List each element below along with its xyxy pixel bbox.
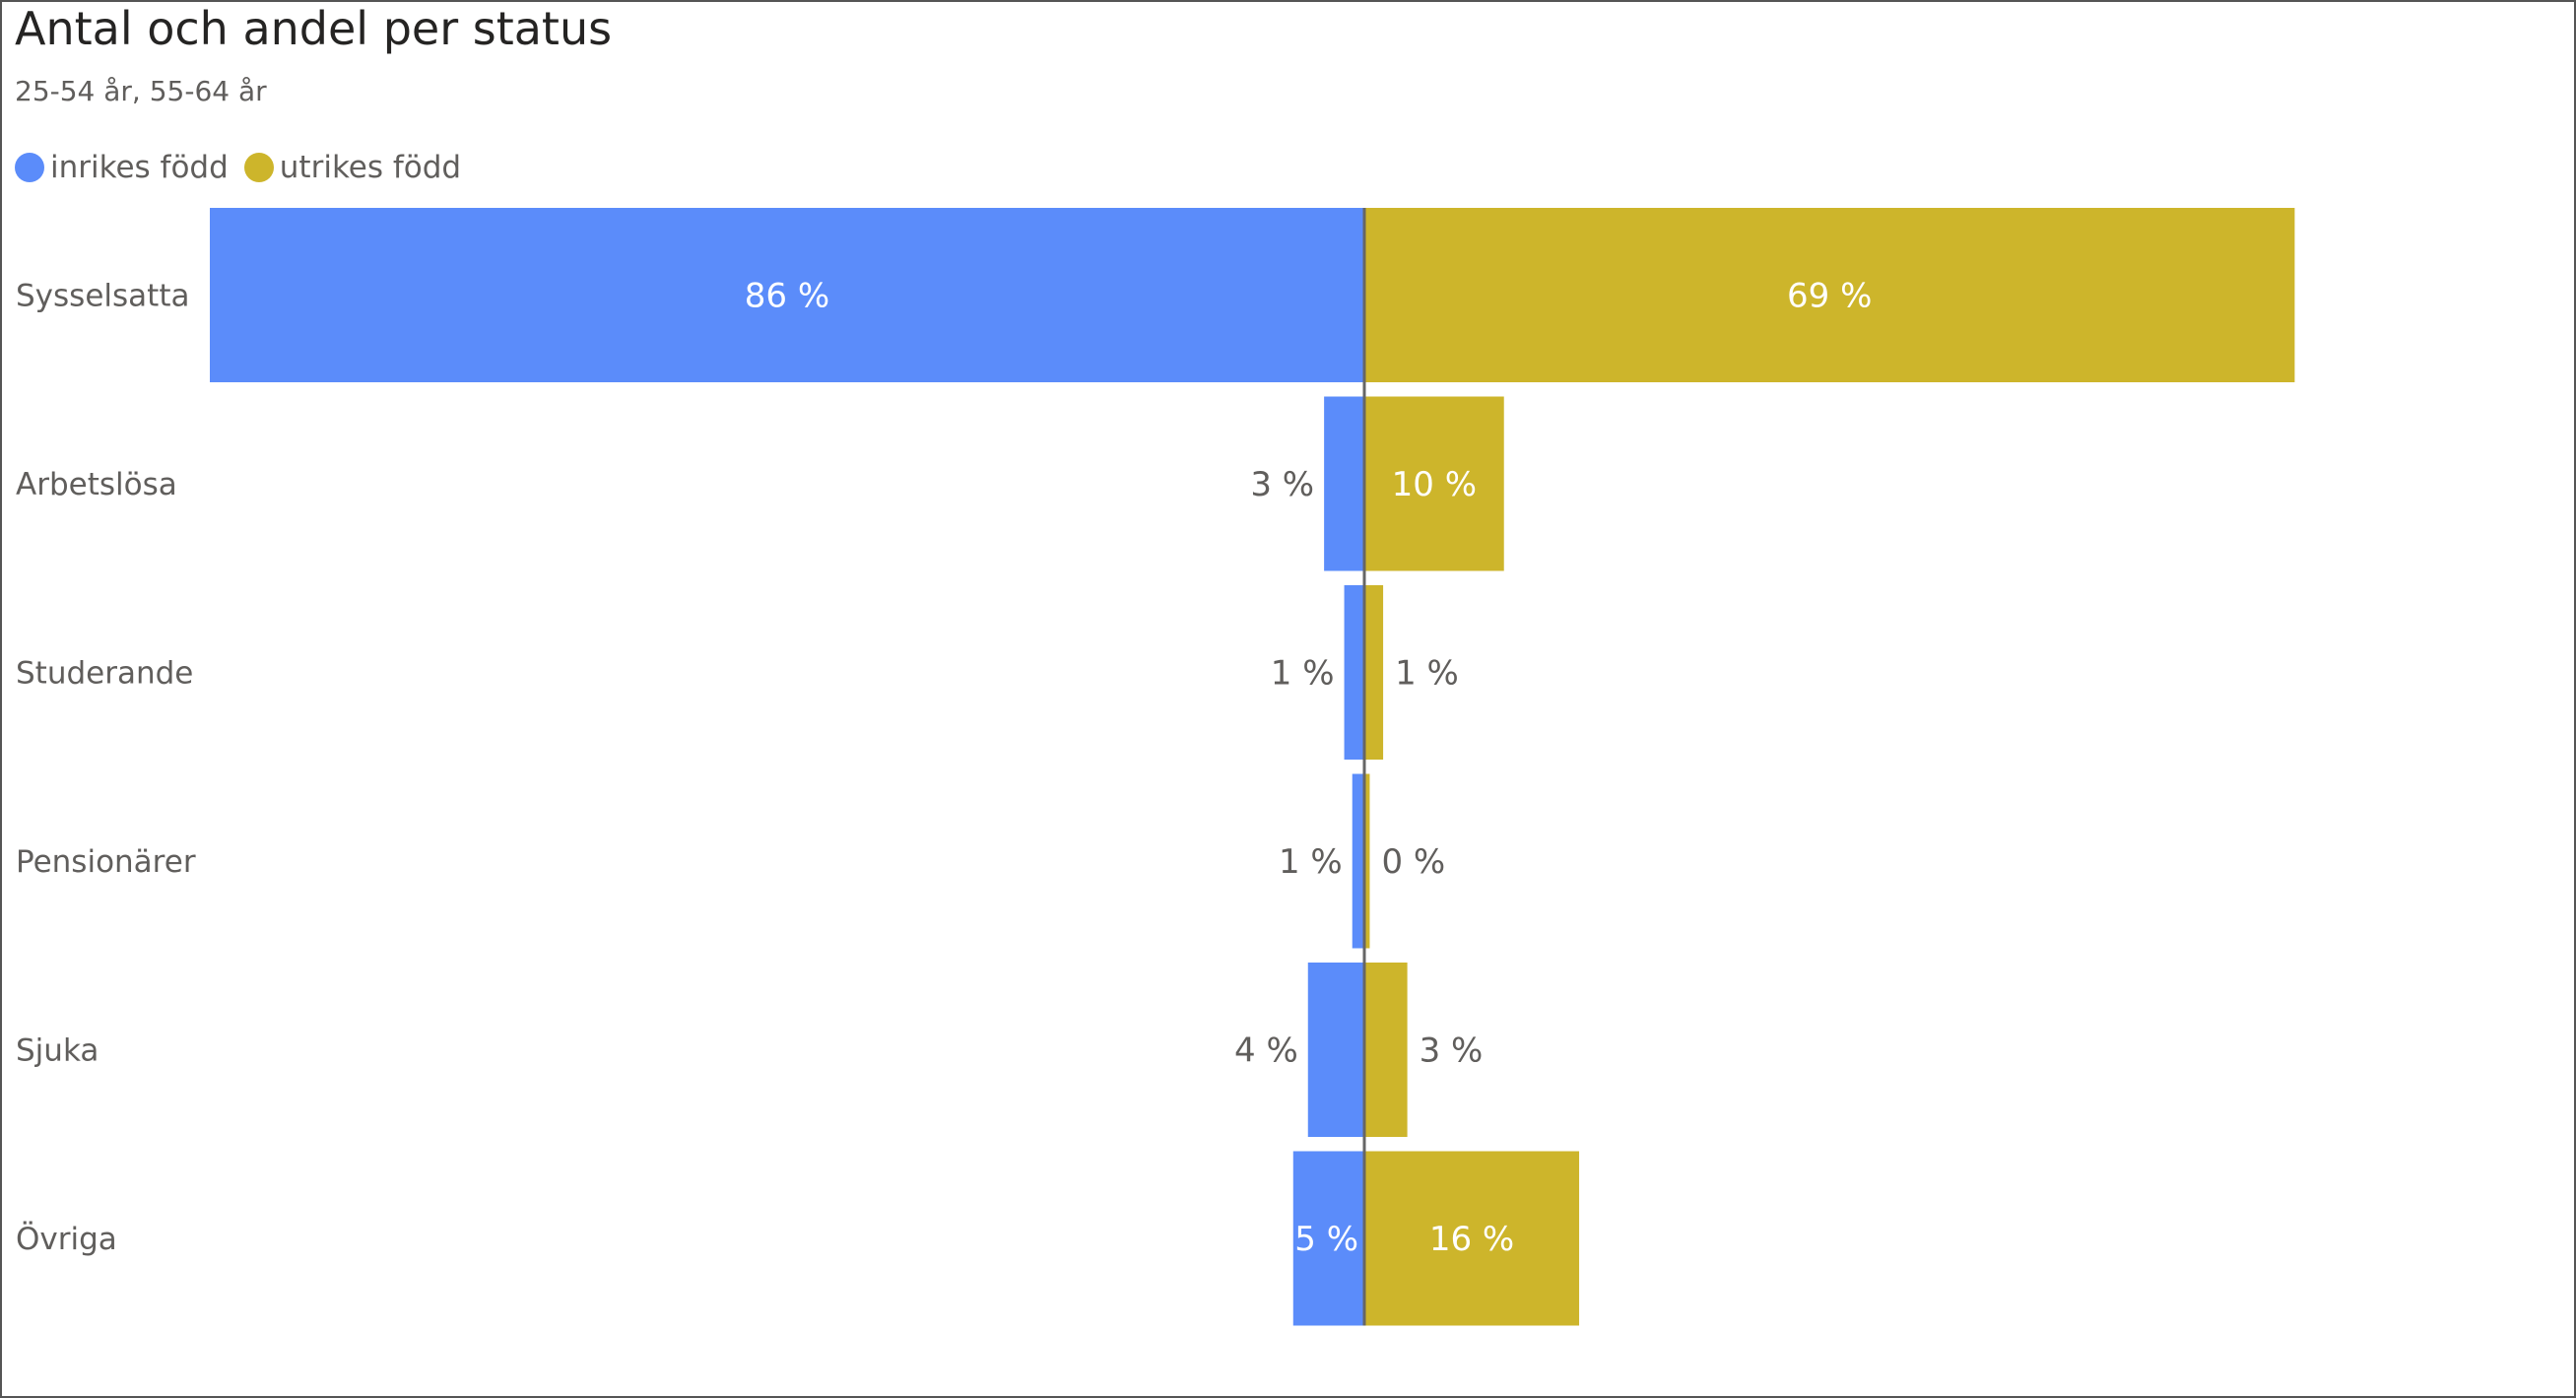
category-label-sjuka: Sjuka bbox=[16, 1033, 99, 1069]
bar-inrikes-övriga bbox=[1292, 1151, 1364, 1326]
data-label-inrikes-pensionärer: 1 % bbox=[1279, 842, 1343, 882]
category-label-arbetslösa: Arbetslösa bbox=[16, 467, 177, 502]
legend-swatch-inrikes bbox=[15, 153, 44, 182]
data-label-inrikes-sjuka: 4 % bbox=[1234, 1032, 1298, 1071]
bar-inrikes-studerande bbox=[1344, 585, 1364, 760]
data-label-utrikes-sjuka: 3 % bbox=[1420, 1032, 1484, 1071]
category-label-övriga: Övriga bbox=[16, 1221, 117, 1257]
chart-title: Antal och andel per status bbox=[15, 2, 613, 55]
bar-utrikes-arbetslösa bbox=[1364, 396, 1504, 571]
chart-subtitle: 25-54 år, 55-64 år bbox=[15, 75, 267, 107]
data-label-utrikes-studerande: 1 % bbox=[1395, 654, 1459, 694]
category-label-pensionärer: Pensionärer bbox=[16, 844, 196, 880]
data-label-utrikes-sysselsatta: 69 % bbox=[1787, 277, 1872, 316]
category-label-sysselsatta: Sysselsatta bbox=[16, 279, 189, 314]
bar-utrikes-sjuka bbox=[1364, 963, 1408, 1137]
data-label-inrikes-övriga: 5 % bbox=[1294, 1220, 1358, 1259]
category-label-studerande: Studerande bbox=[16, 656, 193, 692]
data-label-inrikes-sysselsatta: 86 % bbox=[745, 277, 829, 316]
bar-inrikes-sjuka bbox=[1307, 963, 1364, 1137]
bar-utrikes-övriga bbox=[1364, 1151, 1580, 1326]
data-label-utrikes-övriga: 16 % bbox=[1429, 1220, 1514, 1259]
legend-label-inrikes: inrikes född bbox=[50, 150, 229, 185]
bar-inrikes-pensionärer bbox=[1352, 773, 1364, 949]
data-label-utrikes-pensionärer: 0 % bbox=[1381, 842, 1445, 882]
legend-item-utrikes[interactable]: utrikes född bbox=[243, 150, 462, 185]
bar-utrikes-studerande bbox=[1364, 585, 1384, 760]
legend-item-inrikes[interactable]: inrikes född bbox=[15, 150, 229, 185]
data-label-utrikes-arbetslösa: 10 % bbox=[1392, 465, 1477, 504]
bar-inrikes-sysselsatta bbox=[210, 208, 1364, 382]
data-label-inrikes-studerande: 1 % bbox=[1271, 654, 1335, 694]
data-label-inrikes-arbetslösa: 3 % bbox=[1250, 465, 1314, 504]
bar-utrikes-sysselsatta bbox=[1364, 208, 2295, 382]
legend: inrikes född utrikes född bbox=[15, 150, 477, 185]
bar-inrikes-arbetslösa bbox=[1324, 396, 1364, 571]
legend-swatch-utrikes bbox=[243, 153, 274, 182]
bar-utrikes-pensionärer bbox=[1364, 773, 1370, 949]
legend-label-utrikes: utrikes född bbox=[279, 150, 462, 185]
